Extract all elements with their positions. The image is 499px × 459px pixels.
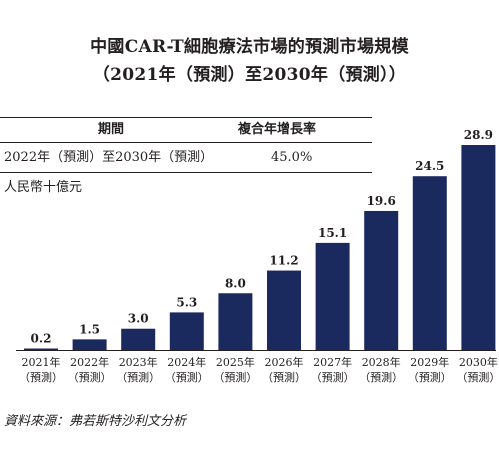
table-top-rule [0, 117, 372, 118]
bar-6 [315, 242, 350, 350]
table-header-cagr: 複合年增長率 [238, 122, 317, 137]
bar-2 [121, 328, 156, 350]
x-tick-label-8: 2029年 [410, 355, 449, 369]
value-label-6: 15.1 [318, 226, 347, 240]
bar-5 [267, 270, 301, 350]
value-label-2: 3.0 [128, 312, 149, 326]
bar-7 [364, 210, 399, 350]
x-tick-sublabel-9: （預測） [456, 370, 499, 384]
bar-8 [412, 176, 447, 350]
table-header-period: 期間 [98, 122, 125, 137]
value-label-0: 0.2 [31, 332, 52, 346]
x-tick-label-9: 2030年 [459, 355, 498, 369]
x-tick-sublabel-1: （預測） [68, 370, 112, 384]
chart-subtitle: （2021年（預測）至2030年（預測）） [92, 65, 407, 85]
x-tick-sublabel-5: （預測） [262, 370, 306, 384]
x-tick-label-0: 2021年 [22, 355, 61, 369]
table-cell-cagr: 45.0% [271, 150, 313, 165]
table-cell-period: 2022年（預測）至2030年（預測） [4, 150, 214, 165]
x-tick-label-6: 2027年 [313, 355, 352, 369]
value-label-8: 24.5 [415, 159, 444, 173]
x-tick-sublabel-8: （預測） [408, 370, 452, 384]
x-tick-sublabel-7: （預測） [359, 370, 403, 384]
table-bottom-rule [0, 172, 372, 173]
table-mid-rule [0, 142, 372, 143]
chart-title: 中國CAR-T細胞療法市場的預測市場規模 [90, 37, 409, 57]
value-label-9: 28.9 [464, 128, 493, 142]
x-tick-sublabel-2: （預測） [116, 370, 160, 384]
x-tick-label-4: 2025年 [216, 355, 255, 369]
x-tick-sublabel-0: （預測） [19, 370, 63, 384]
bar-9 [461, 145, 496, 350]
x-tick-label-3: 2024年 [167, 355, 206, 369]
value-label-4: 8.0 [225, 276, 246, 290]
y-axis-unit-label: 人民幣十億元 [4, 180, 83, 195]
value-label-7: 19.6 [367, 194, 396, 208]
x-tick-label-7: 2028年 [362, 355, 401, 369]
source-note: 資料來源：弗若斯特沙利文分析 [4, 414, 187, 429]
x-tick-label-2: 2023年 [119, 355, 158, 369]
bar-4 [218, 293, 253, 350]
x-tick-sublabel-3: （預測） [165, 370, 209, 384]
x-tick-label-1: 2022年 [70, 355, 109, 369]
bar-0 [24, 348, 58, 350]
x-tick-label-5: 2026年 [265, 355, 304, 369]
x-tick-sublabel-4: （預測） [213, 370, 257, 384]
bar-3 [169, 312, 204, 350]
bar-1 [72, 339, 107, 350]
value-label-1: 1.5 [79, 322, 100, 336]
x-tick-sublabel-6: （預測） [311, 370, 355, 384]
value-label-5: 11.2 [269, 254, 298, 268]
value-label-3: 5.3 [176, 295, 197, 309]
